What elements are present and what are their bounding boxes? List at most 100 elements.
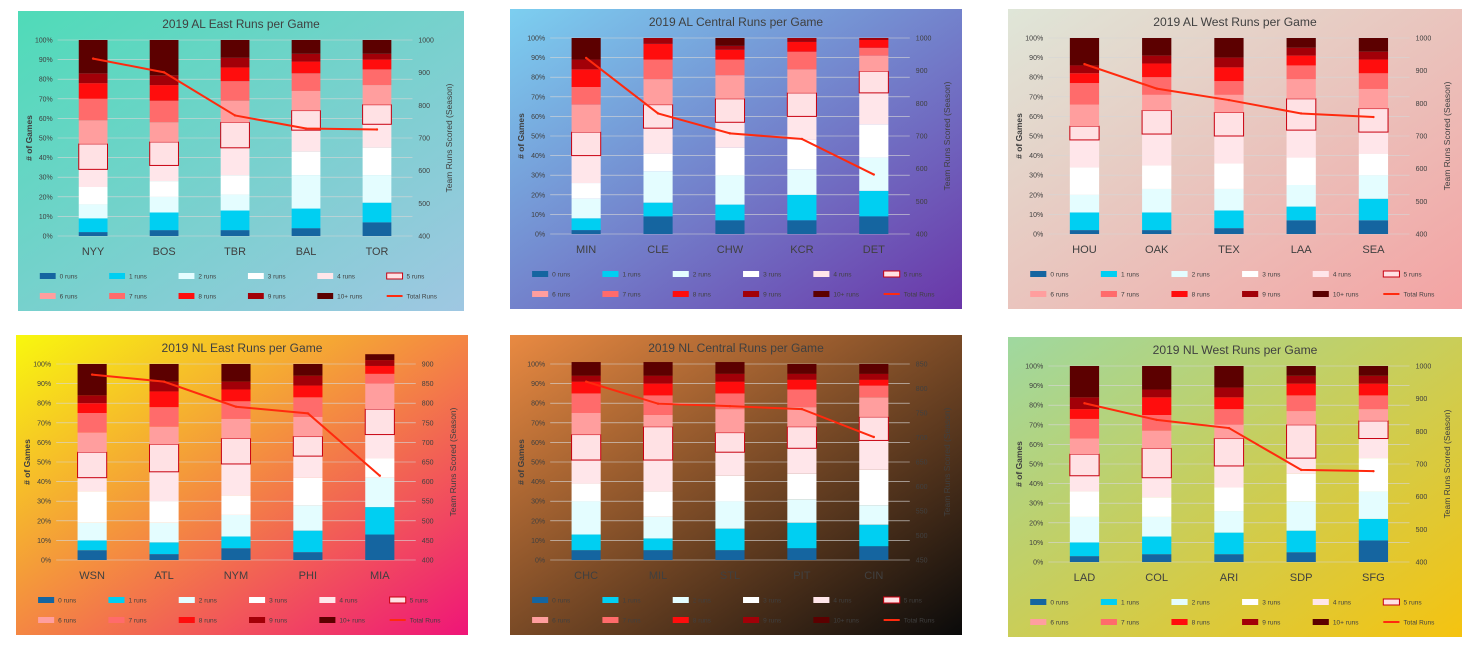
bar-segment-6-runs: [859, 397, 889, 417]
legend-swatch: [1100, 291, 1117, 297]
legend-item-3-runs: 3 runs: [743, 271, 782, 278]
legend-label: 3 runs: [763, 272, 782, 279]
bar-segment-8-runs: [571, 381, 601, 394]
bar-segment-3-runs: [715, 475, 745, 502]
bar-segment-3-runs: [643, 491, 673, 517]
legend-label: 9 runs: [763, 618, 782, 625]
total-runs-point: [728, 132, 732, 135]
legend-item-0-runs: 0 runs: [1030, 599, 1069, 606]
bar-segment-4-runs: [1286, 458, 1316, 474]
bar-segment-4-runs: [291, 130, 321, 152]
x-tick-label: CIN: [864, 570, 883, 582]
legend-label: 1 runs: [1121, 600, 1140, 607]
legend-label: 2 runs: [693, 272, 712, 279]
bar-segment-10-runs: [1286, 38, 1316, 48]
legend-item-8-runs: 8 runs: [672, 291, 712, 298]
total-runs-point: [1372, 469, 1375, 473]
x-tick-label: TBR: [224, 246, 246, 258]
y2-tick-label: 400: [916, 232, 928, 239]
y-tick-label: 0%: [1033, 232, 1043, 239]
bar-segment-1-runs: [1286, 206, 1316, 221]
bar-segment-8-runs: [149, 391, 179, 408]
legend: 0 runs 1 runs 2 runs 3 runs 4 runs 5 runs 6 ru…: [1030, 598, 1435, 626]
bar-segment-3-runs: [220, 175, 250, 195]
total-runs-point: [1299, 112, 1303, 115]
bar-stack-sea: [1358, 38, 1389, 234]
legend-item-8-runs: 8 runs: [178, 293, 216, 301]
bar-segment-5-runs: [858, 70, 889, 94]
total-runs-point: [91, 57, 95, 60]
bar-segment-6-runs: [1142, 430, 1172, 449]
legend-item-3-runs: 3 runs: [1242, 599, 1281, 606]
bar-segment-10-runs: [787, 364, 817, 374]
total-runs-point: [378, 474, 382, 477]
bar-segment-8-runs: [787, 379, 817, 390]
legend-item-total-runs: Total Runs: [883, 292, 935, 298]
bar-segment-3-runs: [1358, 458, 1389, 492]
x-tick-label: COL: [1145, 572, 1168, 584]
bar-segment-9-runs: [715, 373, 745, 382]
legend-item-4-runs: 4 runs: [813, 597, 852, 604]
y2-tick-label: 550: [422, 499, 434, 506]
y2-tick-label: 600: [1416, 166, 1428, 173]
legend-item-total-runs: Total Runs: [386, 293, 437, 301]
bar-segment-10-runs: [571, 362, 601, 376]
bar-stack-cle: [642, 38, 674, 234]
bar-segment-5-runs: [571, 434, 602, 461]
bar-segment-9-runs: [1214, 387, 1244, 398]
bar-segment-9-runs: [149, 381, 179, 392]
bar-segment-6-runs: [220, 100, 250, 123]
bar-segment-3-runs: [1214, 487, 1244, 512]
legend-label: 4 runs: [339, 598, 358, 605]
legend-swatch: [389, 596, 407, 604]
y2-tick-label: 600: [418, 168, 430, 175]
bar-segment-0-runs: [787, 220, 817, 234]
bar-segment-5-runs: [714, 432, 746, 453]
legend-swatch: [672, 617, 689, 623]
bar-stack-hou: [1069, 38, 1100, 234]
y-axis-label: # of Games: [516, 113, 526, 159]
bar-segment-5-runs: [642, 426, 674, 461]
y2-tick-label: 600: [916, 484, 928, 491]
y2-tick-label: 700: [1416, 134, 1428, 141]
bar-segment-8-runs: [1358, 383, 1389, 396]
legend-swatch: [813, 617, 830, 623]
y2-axis-label: Team Runs Scored (Season): [1442, 81, 1452, 190]
y-tick-label: 30%: [1029, 173, 1043, 180]
legend-item-3-runs: 3 runs: [249, 597, 288, 604]
bar-segment-9-runs: [1142, 55, 1172, 64]
y2-tick-label: 1000: [418, 37, 434, 44]
legend-label: 3 runs: [1262, 272, 1281, 279]
bar-segment-0-runs: [1286, 220, 1316, 234]
bar-segment-4-runs: [1286, 130, 1316, 158]
y-tick-label: 80%: [39, 77, 53, 84]
y2-tick-label: 700: [1416, 462, 1428, 469]
x-tick-label: LAA: [1291, 244, 1313, 256]
legend-swatch: [1030, 271, 1047, 277]
legend-item-0-runs: 0 runs: [39, 273, 78, 281]
bar-segment-8-runs: [221, 389, 251, 402]
bar-segment-0-runs: [1142, 230, 1172, 234]
legend-label: 0 runs: [552, 272, 571, 279]
bar-segment-1-runs: [1286, 530, 1316, 553]
legend-swatch: [743, 597, 760, 603]
legend-item-1-runs: 1 runs: [602, 597, 641, 604]
bar-stack-chc: [571, 362, 602, 560]
y-tick-label: 90%: [1029, 383, 1043, 390]
bar-segment-7-runs: [787, 51, 817, 70]
x-tick-label: SFG: [1362, 572, 1385, 584]
bar-segment-6-runs: [643, 414, 673, 427]
bar-segment-2-runs: [149, 196, 179, 213]
legend-label: 1 runs: [129, 273, 147, 280]
legend-label: 10+ runs: [1333, 292, 1359, 299]
legend-label: 5 runs: [407, 273, 425, 280]
bar-segment-4-runs: [1358, 438, 1389, 459]
legend-swatch: [1312, 619, 1329, 625]
bar-segment-5-runs: [1069, 125, 1100, 141]
bar-segment-5-runs: [1141, 110, 1172, 135]
legend-label: 4 runs: [337, 273, 355, 280]
x-tick-label: TEX: [1218, 244, 1240, 256]
y2-tick-label: 1000: [1416, 36, 1432, 43]
bar-segment-2-runs: [1142, 516, 1172, 537]
bar-segment-10-runs: [715, 38, 745, 46]
